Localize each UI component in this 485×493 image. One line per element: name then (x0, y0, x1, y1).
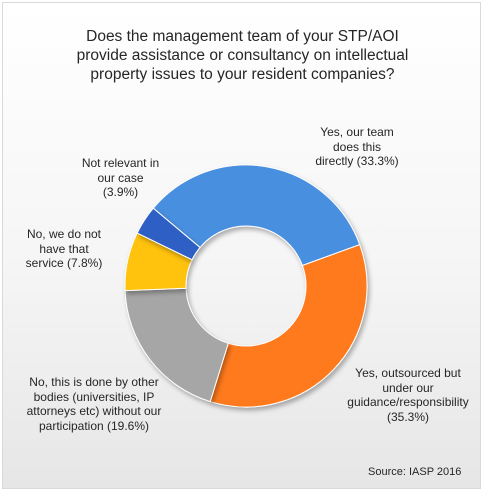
slice-label-other-bodies: No, this is done by other bodies (univer… (26, 375, 162, 433)
chart-title: Does the management team of your STP/AOI… (76, 28, 409, 83)
slice-label-outsourced: Yes, outsourced but under our guidance/r… (347, 366, 469, 424)
slice-other-bodies (124, 287, 229, 403)
source-label: Source: (368, 466, 406, 478)
slice-yes-directly (152, 164, 361, 267)
slice-label-no-service: No, we do not have that service (7.8%) (25, 227, 103, 270)
source-value: IASP 2016 (408, 466, 462, 478)
slice-label-not-relevant: Not relevant in our case (3.9%) (81, 156, 160, 199)
chart-frame (2, 2, 481, 489)
slice-outsourced (209, 243, 368, 408)
slice-not-relevant (136, 207, 201, 261)
source-note: Source: IASP 2016 (368, 466, 461, 478)
slice-label-yes-directly: Yes, our team does this directly (33.3%) (315, 125, 399, 168)
